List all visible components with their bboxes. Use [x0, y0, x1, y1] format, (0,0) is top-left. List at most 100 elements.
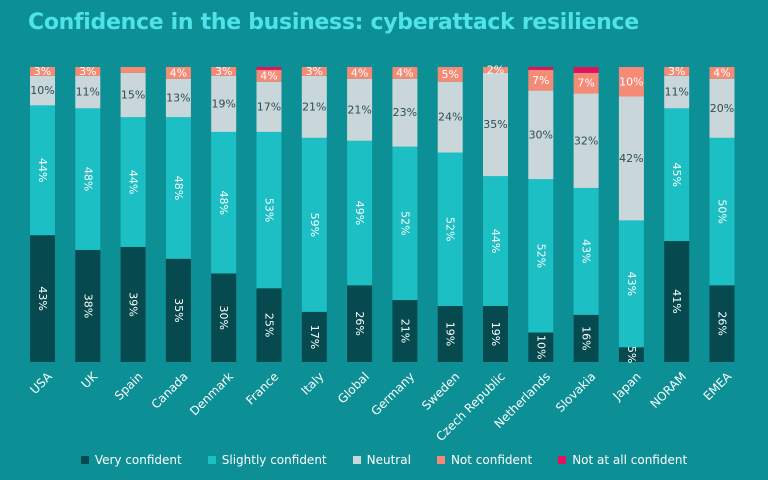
bar-segment [347, 67, 373, 79]
bar-segment [437, 305, 463, 362]
data-label: 24% [438, 111, 462, 124]
category-label: Spain [112, 369, 146, 403]
data-label: 5% [441, 68, 458, 81]
data-label: 13% [166, 91, 190, 104]
bar-segment [483, 305, 508, 362]
category-label: Sweden [419, 369, 462, 412]
bar-segment [483, 176, 508, 306]
data-label: 43% [625, 272, 638, 296]
data-label: 49% [353, 201, 366, 225]
data-label: 10% [30, 84, 54, 97]
data-label: 4% [170, 66, 187, 79]
bar-segment [392, 67, 418, 79]
bar-segment [664, 241, 690, 362]
data-label: 21% [347, 103, 371, 116]
bar-segment [483, 67, 508, 73]
bar-segment [528, 90, 554, 180]
bar-segment [392, 78, 418, 147]
legend-swatch [207, 456, 216, 464]
bar-segment [573, 72, 599, 94]
bar-segment [664, 108, 690, 242]
bar-segment [437, 81, 463, 153]
data-label: 2% [487, 63, 504, 76]
category-label: Global [335, 369, 372, 406]
bar-segment [30, 235, 55, 362]
data-label: 11% [664, 86, 688, 99]
data-label: 48% [217, 190, 230, 214]
category-label: Germany [368, 369, 417, 418]
bar-segment [347, 78, 373, 141]
data-label: 4% [260, 69, 277, 82]
data-label: 4% [713, 66, 730, 79]
bar-segment [528, 69, 554, 91]
data-label: 44% [489, 229, 502, 253]
data-label: 59% [308, 213, 321, 237]
bar-segment [120, 67, 146, 73]
legend-swatch [436, 456, 445, 464]
bar-segment [301, 67, 327, 76]
data-label: 43% [580, 239, 593, 263]
data-label: 11% [76, 86, 100, 99]
bar-segment [573, 314, 599, 362]
data-label: 52% [534, 244, 547, 268]
bar-segment [618, 220, 644, 348]
bar-segment [709, 285, 735, 362]
bar-segment [709, 67, 735, 79]
category-label: Italy [298, 369, 326, 397]
bar-segment [75, 67, 101, 76]
bar-segment [528, 332, 554, 362]
category-label: France [243, 369, 281, 407]
category-label: Japan [609, 369, 643, 403]
data-label: 19% [444, 322, 457, 346]
category-label: Canada [149, 369, 191, 411]
bar-segment [75, 75, 101, 109]
data-label: 16% [580, 326, 593, 350]
data-label: 3% [34, 65, 51, 78]
bar-segment [618, 347, 644, 362]
legend-item: Not confident [436, 453, 533, 467]
data-label: 48% [81, 167, 94, 191]
legend-label: Not confident [450, 453, 533, 467]
data-label: 30% [217, 306, 230, 330]
data-label: 52% [398, 211, 411, 235]
legend-swatch [80, 456, 89, 464]
data-label: 52% [444, 217, 457, 241]
category-label: UK [78, 369, 100, 391]
bar-segment [211, 131, 237, 274]
category-label: USA [27, 369, 55, 397]
data-label: 4% [396, 66, 413, 79]
bar-segment [301, 311, 327, 362]
bar-segment [256, 288, 282, 362]
bar-segment [256, 131, 282, 289]
bar-segment [256, 81, 282, 132]
data-label: 32% [574, 134, 598, 147]
data-label: 21% [398, 319, 411, 343]
data-label: 26% [353, 311, 366, 335]
bar-segment [347, 140, 373, 286]
data-label: 3% [215, 65, 232, 78]
bar-segment [211, 67, 237, 76]
data-label: 15% [121, 89, 145, 102]
data-label: 44% [127, 170, 140, 194]
data-label: 38% [81, 294, 94, 318]
bar-segment [30, 75, 55, 106]
data-label: 44% [36, 158, 49, 182]
bar-segment [165, 258, 191, 362]
data-label: 10% [619, 75, 643, 88]
legend-label: Not at all confident [572, 453, 688, 467]
bar-segment [165, 117, 191, 259]
bar-segment [75, 108, 101, 250]
bar-segment [211, 75, 237, 132]
data-label: 42% [619, 152, 643, 165]
bar-segment [709, 78, 735, 138]
data-label: 53% [263, 198, 276, 222]
legend-item: Not at all confident [558, 453, 687, 467]
data-label: 48% [172, 176, 185, 200]
bar-segment [483, 72, 508, 177]
data-label: 3% [79, 65, 96, 78]
data-label: 3% [668, 65, 685, 78]
category-label: Denmark [187, 369, 236, 418]
data-label: 17% [308, 325, 321, 349]
chart-title: Confidence in the business: cyberattack … [28, 10, 639, 35]
